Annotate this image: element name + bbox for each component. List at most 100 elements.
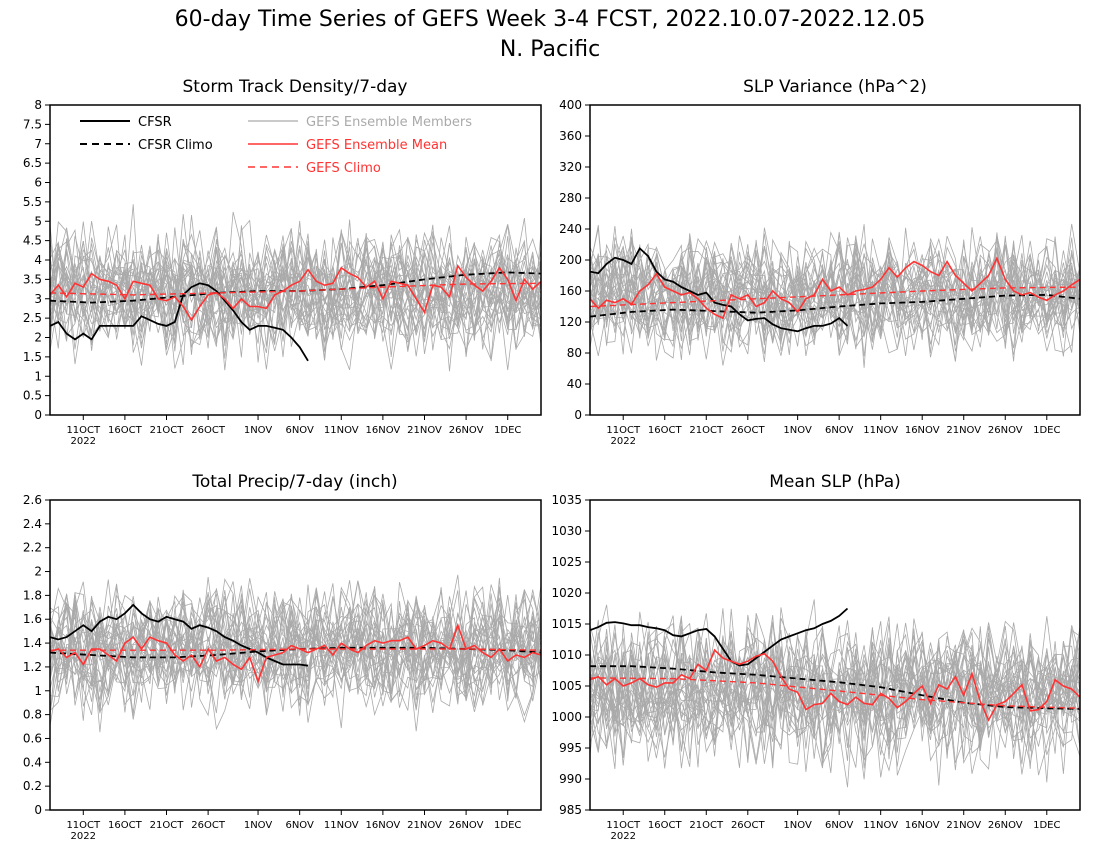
y-tick-label: 360 [559, 129, 582, 143]
x-tick-label: 26NOV [449, 425, 484, 436]
ensemble-members [49, 574, 542, 733]
y-tick-label: 7.5 [23, 117, 42, 131]
y-tick-label: 40 [567, 377, 582, 391]
member-line [49, 224, 542, 365]
y-tick-label: 2.6 [23, 493, 42, 507]
x-tick-label: 1DEC [1033, 425, 1060, 436]
y-tick-label: 1035 [551, 493, 582, 507]
x-year-label: 2022 [610, 436, 635, 447]
x-tick-label: 6NOV [285, 425, 314, 436]
series-gefs-ensemble-mean [49, 622, 542, 684]
legend-label-cfsr-climo: CFSR Climo [138, 138, 213, 153]
y-tick-label: 1010 [551, 648, 582, 662]
y-tick-label: 8 [34, 98, 42, 112]
x-tick-label: 1DEC [1033, 820, 1060, 831]
x-tick-label: 26OCT [191, 425, 226, 436]
ensemble-members [589, 599, 1081, 788]
y-tick-label: 5.5 [23, 195, 42, 209]
legend-label-mean: GEFS Ensemble Mean [306, 138, 447, 153]
y-tick-label: 1.5 [23, 350, 42, 364]
x-tick-label: 16NOV [905, 820, 940, 831]
member-line [49, 585, 542, 716]
x-tick-label: 26NOV [988, 425, 1023, 436]
x-tick-label: 1NOV [244, 425, 273, 436]
y-tick-label: 0.8 [23, 708, 42, 722]
x-tick-label: 21NOV [946, 425, 981, 436]
y-tick-label: 1 [34, 369, 42, 383]
panel-title: SLP Variance (hPa^2) [743, 77, 927, 97]
x-tick-label: 21OCT [689, 820, 724, 831]
panel-total-precip: Total Precip/7-day (inch) 0 0.2 0.4 0.6 0.8 1… [23, 472, 542, 842]
x-tick-label: 1NOV [783, 820, 812, 831]
panel-storm-track-density: Storm Track Density/7-day 0 0.5 1 1.5 2 2.5 3 3… [23, 77, 542, 447]
y-tick-label: 200 [559, 253, 582, 267]
y-tick-label: 0 [34, 408, 42, 422]
y-tick-label: 0.5 [23, 389, 42, 403]
legend-label-cfsr: CFSR [138, 115, 172, 130]
x-tick-label: 11OCT [66, 820, 101, 831]
x-tick-label: 21NOV [407, 820, 442, 831]
ensemble-members [589, 223, 1081, 368]
member-line [589, 615, 1081, 762]
x-tick-label: 16NOV [905, 425, 940, 436]
y-tick-label: 1005 [551, 679, 582, 693]
member-line [589, 227, 1081, 354]
series-cfsr [589, 607, 849, 667]
member-line [49, 578, 542, 709]
series-cfsr-climo [49, 271, 542, 304]
y-tick-label: 0.2 [23, 779, 42, 793]
member-line [49, 229, 542, 366]
x-tick-label: 16OCT [648, 820, 683, 831]
x-tick-label: 11NOV [863, 425, 898, 436]
series-gefs-ensemble-mean [49, 263, 542, 322]
x-year-label: 2022 [610, 831, 635, 842]
x-tick-label: 6NOV [285, 820, 314, 831]
x-tick-label: 6NOV [825, 820, 854, 831]
legend-label-members: GEFS Ensemble Members [306, 115, 472, 130]
member-line [589, 614, 1081, 752]
series-gefs-climo [589, 286, 1081, 308]
x-tick-label: 1DEC [494, 425, 521, 436]
x-tick-label: 26NOV [449, 820, 484, 831]
x-tick-label: 11OCT [606, 425, 641, 436]
series-gefs-climo [50, 648, 542, 651]
x-tick-label: 26OCT [191, 820, 226, 831]
member-line [589, 625, 1081, 768]
series-gefs-ensemble-mean [589, 256, 1081, 320]
series-cfsr [589, 246, 849, 333]
panel-title: Storm Track Density/7-day [183, 77, 408, 97]
y-tick-label: 2 [34, 331, 42, 345]
plot-frame [49, 499, 542, 811]
member-line [49, 584, 542, 691]
x-tick-label: 26NOV [988, 820, 1023, 831]
y-tick-label: 5 [34, 214, 42, 228]
member-line [49, 596, 542, 721]
y-tick-label: 80 [567, 346, 582, 360]
y-tick-label: 990 [559, 772, 582, 786]
y-tick-label: 6 [34, 176, 42, 190]
y-tick-label: 4 [34, 253, 42, 267]
x-tick-label: 21OCT [150, 820, 185, 831]
y-tick-label: 280 [559, 191, 582, 205]
x-tick-label: 11OCT [606, 820, 641, 831]
legend: CFSR CFSR Climo GEFS Ensemble Members GE… [80, 115, 472, 176]
y-tick-label: 2 [34, 565, 42, 579]
x-tick-label: 11NOV [324, 820, 359, 831]
plot-frame [589, 104, 1081, 416]
member-line [589, 608, 1081, 764]
series-gefs-climo [589, 677, 1081, 709]
y-tick-label: 160 [559, 284, 582, 298]
member-line [589, 622, 1081, 783]
x-tick-label: 1DEC [494, 820, 521, 831]
y-tick-label: 1000 [551, 710, 582, 724]
y-tick-label: 1015 [551, 617, 582, 631]
panel-title: Total Precip/7-day (inch) [191, 472, 397, 492]
x-tick-label: 26OCT [731, 820, 766, 831]
series-cfsr-climo [590, 665, 1081, 710]
x-year-label: 2022 [71, 436, 96, 447]
x-tick-label: 16NOV [366, 820, 401, 831]
member-line [49, 228, 542, 369]
x-tick-label: 11NOV [863, 820, 898, 831]
y-tick-label: 6.5 [23, 156, 42, 170]
